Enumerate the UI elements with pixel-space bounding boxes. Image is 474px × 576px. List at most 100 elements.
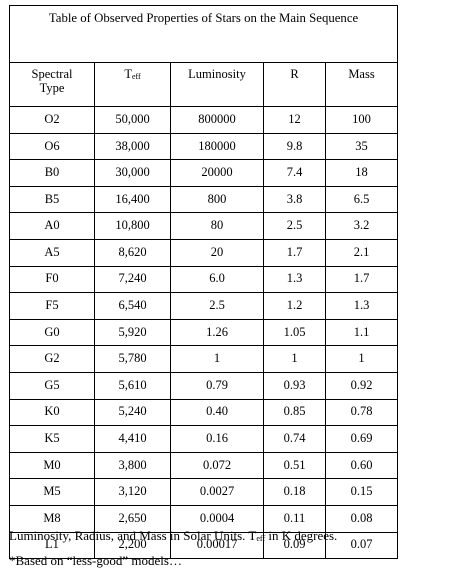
cell-type: K0 [9,398,95,427]
header-spectral-type-line1: Spectral [31,67,73,81]
header-mass: Mass [324,62,399,107]
cell-luminosity: 800 [170,185,264,214]
table-row: B0 30,000 20000 7.4 18 [9,159,399,187]
cell-radius: 0.93 [263,371,326,400]
cell-teff: 5,920 [94,318,171,347]
cell-mass: 0.60 [324,451,399,480]
stars-table: Table of Observed Properties of Stars on… [8,5,399,560]
table-row: K5 4,410 0.16 0.74 0.69 [9,425,399,453]
cell-mass: 6.5 [324,185,399,214]
header-spectral-type: Spectral Type [9,62,95,107]
cell-type: F0 [9,265,95,294]
cell-teff: 3,800 [94,451,171,480]
cell-mass: 3.2 [324,212,399,240]
cell-teff: 38,000 [94,132,171,161]
header-luminosity: Luminosity [170,62,264,107]
table-row: K0 5,240 0.40 0.85 0.78 [9,398,399,427]
cell-radius: 1 [263,345,326,373]
units-footnote-text-a: Luminosity, Radius, and Mass in Solar Un… [9,528,257,543]
cell-luminosity: 1.26 [170,318,264,347]
cell-luminosity: 20 [170,238,264,267]
cell-radius: 1.05 [263,318,326,347]
header-spectral-type-line2: Type [39,80,65,95]
table-row: M8 2,650 0.0004 0.11 0.08 [9,504,399,533]
table-row: L1 2,200 0.00017 0.09 0.07 [9,531,399,560]
cell-luminosity: 20000 [170,159,264,187]
table-row: F5 6,540 2.5 1.2 1.3 [9,292,399,320]
cell-type: M0 [9,451,95,480]
cell-teff: 50,000 [94,106,171,134]
header-radius: R [263,62,326,107]
units-footnote-text-b: in K degrees. [265,528,338,543]
cell-teff: 8,620 [94,238,171,267]
cell-luminosity: 800000 [170,106,264,134]
cell-mass: 0.78 [324,398,399,427]
cell-luminosity: 180000 [170,132,264,161]
table-row: B5 16,400 800 3.8 6.5 [9,185,399,214]
header-teff: Teff [94,62,171,107]
cell-type: K5 [9,425,95,453]
cell-luminosity: 0.0027 [170,478,264,506]
table-row: O2 50,000 800000 12 100 [9,106,399,134]
table-row: F0 7,240 6.0 1.3 1.7 [9,265,399,294]
cell-luminosity: 2.5 [170,292,264,320]
cell-luminosity: 6.0 [170,265,264,294]
table-row: A0 10,800 80 2.5 3.2 [9,212,399,240]
cell-type: G5 [9,371,95,400]
cell-type: M8 [9,504,95,533]
cell-radius: 3.8 [263,185,326,214]
cell-luminosity: 1 [170,345,264,373]
header-teff-subscript: eff [131,72,141,81]
cell-mass: 1 [324,345,399,373]
cell-radius: 0.09 [263,531,326,560]
units-footnote: Luminosity, Radius, and Mass in Solar Un… [9,528,337,544]
cell-teff: 4,410 [94,425,171,453]
table-row: A5 8,620 20 1.7 2.1 [9,238,399,267]
cell-mass: 1.1 [324,318,399,347]
cell-teff: 2,650 [94,504,171,533]
cell-mass: 35 [324,132,399,161]
table-row: G5 5,610 0.79 0.93 0.92 [9,371,399,400]
cell-mass: 0.92 [324,371,399,400]
cell-radius: 12 [263,106,326,134]
cell-radius: 9.8 [263,132,326,161]
units-footnote-subscript: eff [256,534,266,543]
cell-radius: 0.51 [263,451,326,480]
cell-type: B5 [9,185,95,214]
cell-radius: 0.85 [263,398,326,427]
cell-radius: 0.74 [263,425,326,453]
cell-mass: 0.15 [324,478,399,506]
table-row: M0 3,800 0.072 0.51 0.60 [9,451,399,480]
cell-radius: 2.5 [263,212,326,240]
cell-luminosity: 80 [170,212,264,240]
cell-type: G0 [9,318,95,347]
cell-mass: 18 [324,159,399,187]
cell-luminosity: 0.40 [170,398,264,427]
table-row: O6 38,000 180000 9.8 35 [9,132,399,161]
cell-mass: 0.69 [324,425,399,453]
cell-luminosity: 0.16 [170,425,264,453]
cell-type: B0 [9,159,95,187]
cell-teff: 5,610 [94,371,171,400]
cell-teff: 5,780 [94,345,171,373]
cell-teff: 5,240 [94,398,171,427]
cell-teff: 7,240 [94,265,171,294]
cell-mass: 0.08 [324,504,399,533]
cell-mass: 1.3 [324,292,399,320]
cell-radius: 1.3 [263,265,326,294]
cell-mass: 1.7 [324,265,399,294]
cell-teff: 16,400 [94,185,171,214]
cell-luminosity: 0.072 [170,451,264,480]
cell-type: A5 [9,238,95,267]
cell-radius: 0.11 [263,504,326,533]
cell-type: M5 [9,478,95,506]
cell-luminosity: 0.79 [170,371,264,400]
cell-teff: 6,540 [94,292,171,320]
header-teff-main: T [124,67,132,81]
cell-radius: 1.7 [263,238,326,267]
header-row: Spectral Type Teff Luminosity R Mass [9,62,399,107]
cell-type: A0 [9,212,95,240]
cell-radius: 1.2 [263,292,326,320]
cell-mass: 100 [324,106,399,134]
